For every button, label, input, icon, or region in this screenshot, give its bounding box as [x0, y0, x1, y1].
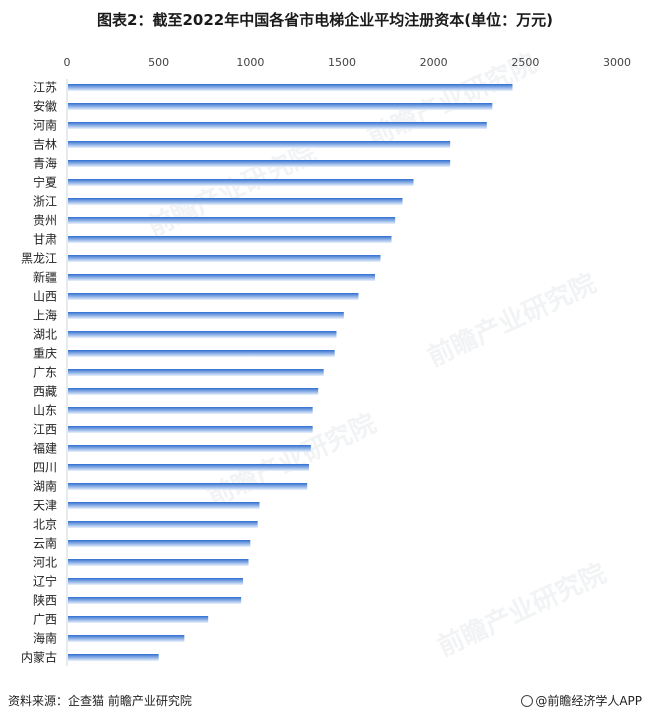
category-label: 内蒙古: [21, 650, 57, 665]
x-tick-label: 1500: [328, 56, 356, 69]
bar-湖南: [68, 483, 308, 490]
bar-上海: [68, 312, 344, 319]
x-tick-label: 1000: [236, 56, 264, 69]
category-label: 云南: [33, 536, 57, 551]
category-label: 吉林: [33, 138, 57, 152]
category-label: 福建: [33, 441, 57, 456]
category-label: 天津: [33, 499, 57, 513]
source-note: 资料来源：企查猫 前瞻产业研究院: [8, 694, 192, 708]
bar-宁夏: [68, 179, 414, 186]
category-label: 青海: [33, 156, 57, 171]
bar-江西: [68, 426, 313, 433]
category-label: 辽宁: [33, 574, 57, 589]
category-label: 河南: [33, 118, 57, 133]
bar-黑龙江: [68, 255, 381, 262]
category-label: 山西: [33, 290, 57, 304]
category-label: 湖北: [33, 327, 57, 342]
bar-重庆: [68, 350, 335, 357]
bar-青海: [68, 160, 451, 167]
bar-广西: [68, 616, 209, 623]
bar-北京: [68, 521, 258, 528]
category-label: 河北: [33, 556, 57, 570]
category-label: 山东: [33, 404, 57, 418]
category-label: 浙江: [33, 195, 57, 209]
category-label: 甘肃: [33, 233, 57, 247]
x-tick-label: 2000: [420, 56, 448, 69]
category-label: 重庆: [33, 347, 57, 361]
category-label: 贵州: [33, 214, 57, 228]
bar-江苏: [68, 84, 513, 91]
x-tick-label: 500: [148, 56, 169, 69]
category-label: 广西: [33, 613, 57, 627]
bar-辽宁: [68, 578, 243, 585]
bar-安徽: [68, 103, 493, 110]
category-label: 陕西: [33, 593, 57, 608]
category-label: 江西: [33, 423, 57, 437]
bar-新疆: [68, 274, 375, 281]
bar-贵州: [68, 217, 396, 224]
category-label: 海南: [33, 631, 57, 646]
bar-四川: [68, 464, 309, 471]
bar-天津: [68, 502, 260, 509]
x-tick-label: 2500: [511, 56, 539, 69]
bar-河南: [68, 122, 487, 129]
category-label: 宁夏: [33, 175, 57, 190]
bar-湖北: [68, 331, 337, 338]
bar-浙江: [68, 198, 403, 205]
bar-云南: [68, 540, 251, 547]
chart-title: 图表2：截至2022年中国各省市电梯企业平均注册资本(单位：万元): [97, 11, 553, 29]
bar-山东: [68, 407, 313, 414]
bar-吉林: [68, 141, 451, 148]
category-label: 北京: [33, 518, 57, 532]
category-label: 上海: [33, 308, 57, 323]
bar-广东: [68, 369, 324, 376]
category-label: 广东: [33, 366, 57, 380]
bar-福建: [68, 445, 311, 452]
category-label: 西藏: [33, 385, 57, 399]
category-label: 黑龙江: [21, 252, 57, 266]
category-label: 湖南: [33, 479, 57, 494]
category-label: 新疆: [33, 270, 57, 285]
x-tick-label: 3000: [603, 56, 631, 69]
bar-海南: [68, 635, 185, 642]
bar-内蒙古: [68, 654, 159, 661]
bar-西藏: [68, 388, 319, 395]
bar-河北: [68, 559, 249, 566]
brand-logo-icon: [521, 695, 534, 707]
category-label: 江苏: [33, 81, 57, 95]
brand-credit: @前瞻经济学人APP: [521, 692, 642, 709]
bar-陕西: [68, 597, 242, 604]
brand-text: @前瞻经济学人APP: [535, 694, 642, 708]
bar-山西: [68, 293, 359, 300]
category-label: 安徽: [33, 99, 57, 114]
category-label: 四川: [33, 461, 57, 475]
x-tick-label: 0: [64, 56, 71, 69]
bar-甘肃: [68, 236, 392, 243]
